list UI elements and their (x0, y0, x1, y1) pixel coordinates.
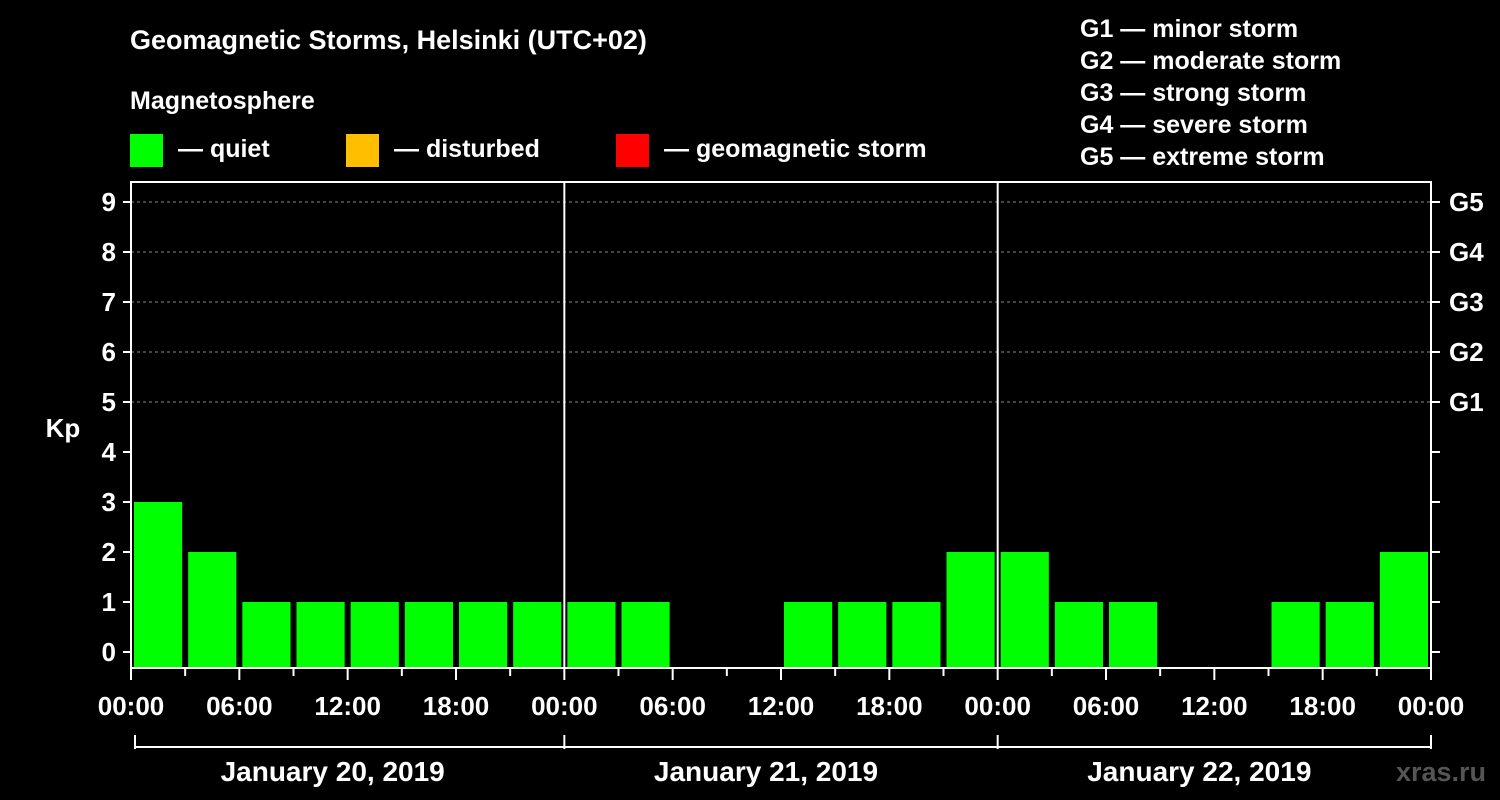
legend-label-0: — quiet (178, 135, 270, 163)
y-tick-label-8: 8 (102, 237, 116, 267)
x-tick-label-11: 18:00 (1289, 691, 1356, 721)
bar-3 (296, 602, 345, 668)
storm-scale-item-3: G4 — severe storm (1080, 111, 1308, 139)
g-tick-label-3: G4 (1449, 237, 1484, 267)
plot-frame (130, 181, 1432, 669)
x-axis-ticks: 00:00 06:00 12:00 18:00 00:00 06:00 12:00 18:00… (98, 668, 1465, 721)
y-axis-ticks: 0 1 2 3 4 5 6 7 8 9 (102, 187, 131, 667)
bar-7 (513, 602, 562, 668)
bar-4 (350, 602, 399, 668)
bar-1 (188, 552, 237, 668)
bar-2 (242, 602, 291, 668)
y-tick-label-2: 2 (102, 537, 116, 567)
grid-lines (131, 201, 1431, 403)
x-tick-label-0: 00:00 (98, 691, 165, 721)
g-tick-label-2: G3 (1449, 287, 1484, 317)
plot-border (130, 181, 1432, 669)
y-tick-label-0: 0 (102, 637, 116, 667)
storm-scale-item-0: G1 — minor storm (1080, 15, 1298, 43)
bars (134, 502, 1428, 668)
legend-label-2: — geomagnetic storm (664, 135, 927, 163)
legend-swatch-0 (130, 134, 163, 167)
x-tick-label-4: 00:00 (531, 691, 598, 721)
bar-12 (784, 602, 833, 668)
storm-scale-item-1: G2 — moderate storm (1080, 47, 1341, 75)
x-tick-label-1: 06:00 (206, 691, 273, 721)
day-labels: January 20, 2019 January 21, 2019 January … (134, 735, 1432, 787)
bar-16 (1000, 552, 1049, 668)
bar-18 (1109, 602, 1158, 668)
day-label-1: January 21, 2019 (654, 756, 878, 787)
storm-scale-item-2: G3 — strong storm (1080, 79, 1306, 107)
y-tick-label-7: 7 (102, 287, 116, 317)
g-tick-label-1: G2 (1449, 337, 1484, 367)
g-tick-label-0: G1 (1449, 387, 1484, 417)
y-tick-label-3: 3 (102, 487, 116, 517)
y-tick-label-1: 1 (102, 587, 116, 617)
chart-subtitle: Magnetosphere (130, 87, 315, 115)
bar-21 (1271, 602, 1320, 668)
y-axis-label: Kp (46, 413, 81, 443)
y-tick-label-9: 9 (102, 187, 116, 217)
y-tick-label-5: 5 (102, 387, 116, 417)
bar-15 (946, 552, 995, 668)
g-scale-axis-ticks: G1 G2 G3 G4 G5 (1431, 187, 1484, 653)
storm-scale-item-4: G5 — extreme storm (1080, 143, 1325, 171)
y-tick-label-6: 6 (102, 337, 116, 367)
watermark: xras.ru (1396, 757, 1486, 787)
legend-swatch-1 (346, 134, 379, 167)
x-tick-label-10: 12:00 (1181, 691, 1248, 721)
day-label-2: January 22, 2019 (1087, 756, 1311, 787)
y-tick-label-4: 4 (102, 437, 117, 467)
x-tick-label-6: 12:00 (748, 691, 815, 721)
bar-14 (892, 602, 941, 668)
day-label-0: January 20, 2019 (221, 756, 445, 787)
legend-swatch-2 (616, 134, 649, 167)
chart-title: Geomagnetic Storms, Helsinki (UTC+02) (130, 25, 647, 55)
bar-13 (838, 602, 887, 668)
bar-6 (459, 602, 508, 668)
bar-8 (567, 602, 616, 668)
legend-label-1: — disturbed (394, 135, 540, 163)
x-tick-label-7: 18:00 (856, 691, 923, 721)
g-tick-label-4: G5 (1449, 187, 1484, 217)
bar-23 (1379, 552, 1428, 668)
bar-22 (1325, 602, 1374, 668)
x-tick-label-9: 06:00 (1073, 691, 1140, 721)
x-tick-label-12: 00:00 (1398, 691, 1465, 721)
bar-17 (1054, 602, 1103, 668)
x-tick-label-3: 18:00 (423, 691, 490, 721)
bar-9 (621, 602, 670, 668)
x-tick-label-5: 06:00 (639, 691, 706, 721)
legend: — quiet — disturbed — geomagnetic storm (130, 134, 927, 167)
bar-0 (134, 502, 183, 668)
x-tick-label-2: 12:00 (314, 691, 381, 721)
bar-5 (404, 602, 453, 668)
storm-scale-legend: G1 — minor storm G2 — moderate storm G3 — … (1080, 15, 1341, 171)
x-tick-label-8: 00:00 (964, 691, 1031, 721)
